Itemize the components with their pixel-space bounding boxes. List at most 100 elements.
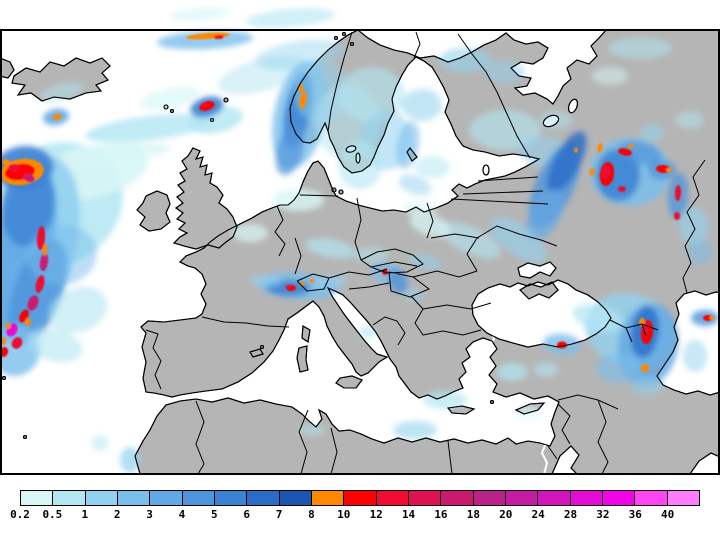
map-frame: [0, 29, 720, 475]
precipitation-soft-layer: [0, 7, 719, 473]
colorbar-cell: [505, 491, 539, 505]
precip-blob: [485, 61, 525, 83]
precip-blob: [608, 37, 672, 59]
precip-blob: [25, 318, 31, 326]
precip-blob: [628, 144, 634, 148]
colorbar-tick-label: 3: [146, 508, 153, 521]
precip-blob: [214, 34, 224, 40]
colorbar-tick-label: 36: [628, 508, 642, 521]
colorbar-tick-label: 28: [563, 508, 578, 521]
colorbar-tick-label: 10: [337, 508, 351, 521]
precipitation-core-layer: [0, 32, 715, 372]
precip-blob: [299, 91, 307, 109]
colorbar-cell: [635, 491, 668, 505]
precip-blob: [8, 164, 20, 172]
precip-blob: [439, 48, 491, 72]
precip-blob: [92, 435, 108, 451]
colorbar-cell: [53, 491, 86, 505]
precip-blob: [640, 125, 664, 141]
precip-blob: [338, 141, 382, 189]
colorbar-tick-label: 0.2: [10, 508, 30, 521]
precip-blob: [170, 7, 230, 21]
colorbar-cell: [214, 491, 248, 505]
precip-blob: [313, 274, 347, 290]
precip-blob: [2, 159, 10, 165]
precip-blob: [403, 200, 437, 216]
precip-blob: [23, 173, 35, 183]
colorbar-cell: [85, 491, 118, 505]
precip-blob: [85, 113, 215, 143]
precip-blob: [709, 316, 715, 320]
precip-blob: [11, 337, 23, 349]
precip-blob: [469, 110, 541, 150]
precip-blob: [601, 165, 611, 179]
precip-blob: [666, 168, 672, 172]
precip-blob: [272, 189, 324, 211]
precip-blob: [36, 226, 46, 250]
precip-blob: [534, 363, 558, 377]
precip-blob: [201, 103, 207, 107]
colorbar-cells: [20, 490, 700, 506]
precip-blob: [618, 148, 632, 156]
precip-blob: [309, 279, 315, 283]
strait-bosphorus: [488, 331, 496, 347]
precip-blob: [39, 253, 49, 271]
colorbar-tick-label: 1: [81, 508, 89, 521]
precip-blob: [52, 113, 62, 121]
precip-blob: [589, 168, 595, 176]
precip-blob: [596, 149, 640, 201]
precip-blob: [35, 275, 45, 293]
colorbar-tick-label: 20: [499, 508, 513, 521]
colorbar-tick-label: 40: [660, 508, 675, 521]
colorbar-tick-label: 6: [243, 508, 250, 521]
precip-blob: [232, 224, 268, 242]
precip-blob: [393, 421, 437, 439]
colorbar-tick-label: 32: [596, 508, 610, 521]
precip-blob: [597, 143, 603, 153]
colorbar-tick-label: 24: [531, 508, 545, 521]
precip-blob: [275, 124, 305, 176]
precip-blob: [285, 285, 291, 289]
precip-blob: [540, 111, 572, 129]
precip-blob: [299, 424, 325, 436]
colorbar-cell: [344, 491, 377, 505]
precip-blob: [120, 447, 140, 473]
precip-blob: [574, 147, 578, 153]
precip-blob: [339, 67, 405, 123]
precip-blob: [0, 324, 41, 376]
precip-blob: [60, 142, 170, 162]
precip-blob: [592, 67, 628, 85]
colorbar-cell: [376, 491, 409, 505]
colorbar-cell: [473, 491, 506, 505]
precip-blob: [496, 363, 528, 381]
precip-blob: [547, 131, 587, 193]
colorbar-tick-label: 7: [275, 508, 283, 521]
colorbar-tick-label: 5: [210, 508, 218, 521]
precip-blob: [631, 377, 665, 395]
colorbar-tick-label: 8: [308, 508, 315, 521]
country-borders: [145, 31, 706, 474]
colorbar-cell: [117, 491, 151, 505]
colorbar-cell: [602, 491, 636, 505]
colorbar-legend: 0.2 0.5 1 2 3 4 5 6 7 8 10 12 14 16 18 20 24 28 32 36 40: [10, 490, 700, 523]
colorbar-tick-label: 12: [369, 508, 383, 521]
colorbar-cell: [441, 491, 474, 505]
precip-blob: [402, 89, 442, 121]
precip-blob: [676, 111, 704, 129]
precip-blob: [674, 212, 680, 220]
precip-blob: [5, 323, 11, 329]
precip-blob: [439, 221, 501, 259]
colorbar-tick-label: 2: [113, 508, 121, 521]
colorbar-cell: [667, 491, 699, 505]
precip-blob: [516, 406, 540, 418]
precip-blob: [572, 303, 624, 333]
colorbar-labels: 0.2 0.5 1 2 3 4 5 6 7 8 10 12 14 16 18 20 24 28 32 36 40: [10, 508, 700, 523]
precip-blob: [27, 327, 83, 363]
colorbar-cell: [150, 491, 183, 505]
precip-blob: [40, 82, 84, 102]
precip-blob: [298, 84, 304, 92]
river-nile: [540, 442, 549, 474]
colorbar-cell: [538, 491, 571, 505]
